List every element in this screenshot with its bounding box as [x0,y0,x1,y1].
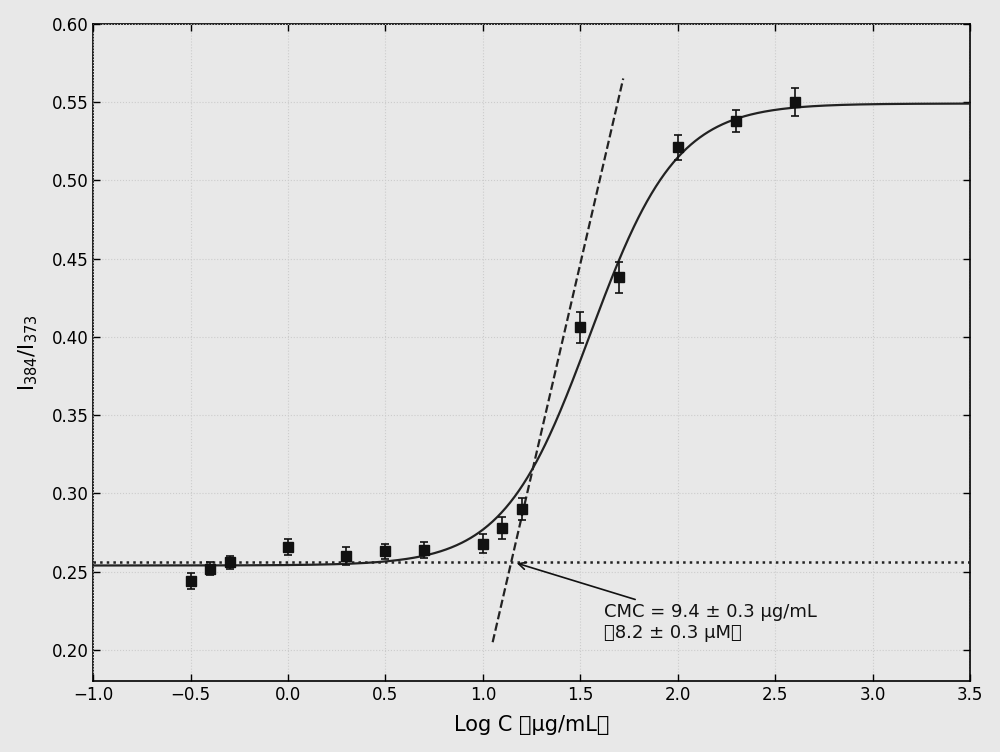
X-axis label: Log C （μg/mL）: Log C （μg/mL） [454,715,609,735]
Text: CMC = 9.4 ± 0.3 μg/mL
（8.2 ± 0.3 μM）: CMC = 9.4 ± 0.3 μg/mL （8.2 ± 0.3 μM） [519,562,817,642]
Y-axis label: I$_{384}$/I$_{373}$: I$_{384}$/I$_{373}$ [17,314,40,391]
